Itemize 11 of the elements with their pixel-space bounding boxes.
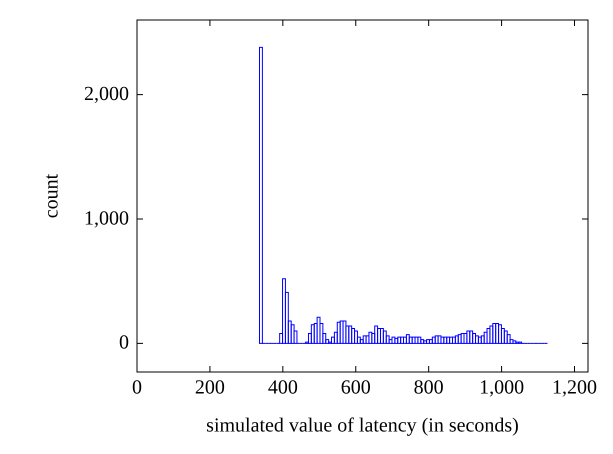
x-tick-label: 600 (340, 376, 371, 398)
x-axis-title: simulated value of latency (in seconds) (206, 414, 519, 436)
x-tick-label: 200 (194, 376, 225, 398)
x-tick-label: 400 (268, 376, 298, 398)
y-tick-label: 2,000 (84, 82, 129, 105)
x-tick-label: 1,000 (479, 376, 524, 398)
x-tick-label: 800 (414, 376, 444, 398)
y-tick-label: 1,000 (84, 207, 129, 230)
x-tick-label: 1,200 (552, 376, 598, 398)
y-axis-title: count (40, 173, 62, 218)
y-tick-label: 0 (119, 332, 129, 354)
